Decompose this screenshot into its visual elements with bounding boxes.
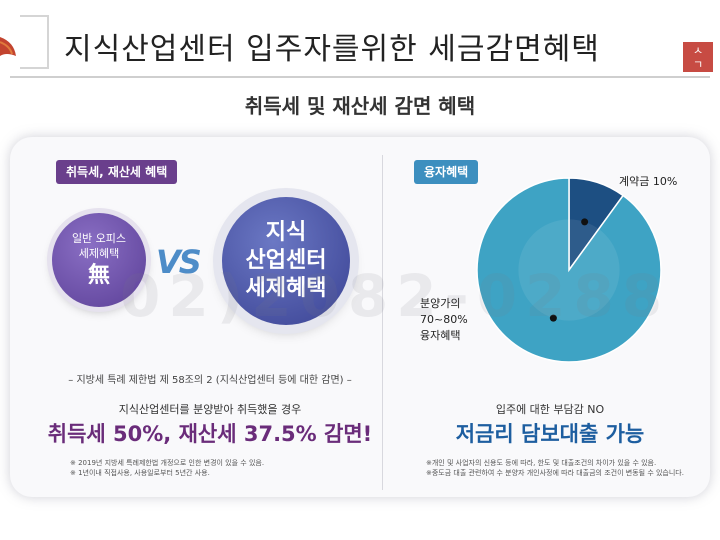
header-divider <box>10 76 710 78</box>
left-note-2: ※ 1년이내 직접사용, 사용일로부터 5년간 사용. <box>70 469 210 477</box>
loan-label: 분양가의 70~80% 융자혜택 <box>420 296 468 344</box>
office-circle-line3: 無 <box>87 263 110 288</box>
phone-watermark: 02)2082-0288 <box>120 262 671 330</box>
panel-divider <box>382 155 383 490</box>
law-reference: – 지방세 특례 제한법 제 58조의 2 (지식산업센터 등에 대한 감면) … <box>68 375 352 386</box>
pie-slice-loan <box>476 177 662 363</box>
office-circle-line2: 세제혜택 <box>78 247 120 260</box>
office-circle-line1: 일반 오피스 <box>71 232 127 245</box>
kc-circle-line1: 지식 <box>265 220 307 245</box>
section-title: 취득세 및 재산세 감면 혜택 <box>244 94 476 118</box>
loan-label-line2: 70~80% <box>420 313 468 326</box>
kc-circle-line2: 산업센터 <box>245 248 327 273</box>
pie-highlight <box>518 219 620 321</box>
left-notes: ※ 2019년 지방세 특례제한법 개정으로 인한 변경이 있을 수 있음. ※… <box>70 458 264 478</box>
loan-benefit-tag: 융자혜택 <box>414 160 479 184</box>
right-note-2: ※중도금 대출 관련하여 수 분양자 개인사정에 따라 대출금의 조건이 변동될… <box>426 469 684 477</box>
knowledge-center-circle: 지식 산업센터 세제혜택 <box>222 197 350 325</box>
right-note-1: ※개인 및 사업자의 신용도 등에 따라, 한도 및 대출조건의 차이가 있을 … <box>426 459 657 467</box>
loan-pie-chart <box>476 177 662 363</box>
acquisition-condition: 지식산업센터를 분양받아 취득했을 경우 <box>118 403 302 416</box>
contract-callout-dot <box>581 218 589 226</box>
corner-logo-icon <box>0 15 49 69</box>
office-circle: 일반 오피스 세제혜택 無 <box>52 213 146 307</box>
page-title: 지식산업센터 입주자를위한 세금감면혜택 <box>64 32 600 67</box>
loan-headline: 저금리 담보대출 가능 <box>455 422 645 446</box>
tax-reduction-headline: 취득세 50%, 재산세 37.5% 감면! <box>47 422 373 446</box>
burden-text: 입주에 대한 부담감 NO <box>495 403 605 416</box>
right-notes: ※개인 및 사업자의 신용도 등에 따라, 한도 및 대출조건의 차이가 있을 … <box>426 458 684 478</box>
left-note-1: ※ 2019년 지방세 특례제한법 개정으로 인한 변경이 있을 수 있음. <box>70 459 265 467</box>
kc-circle-line3: 세제혜택 <box>245 276 327 301</box>
contract-label: 계약금 10% <box>619 175 678 188</box>
loan-label-line3: 융자혜택 <box>420 329 461 342</box>
loan-callout-dot <box>549 314 557 322</box>
loan-label-line1: 분양가의 <box>420 297 461 310</box>
tax-benefit-tag: 취득세, 재산세 혜택 <box>56 160 178 184</box>
vs-label: VS <box>156 243 202 281</box>
